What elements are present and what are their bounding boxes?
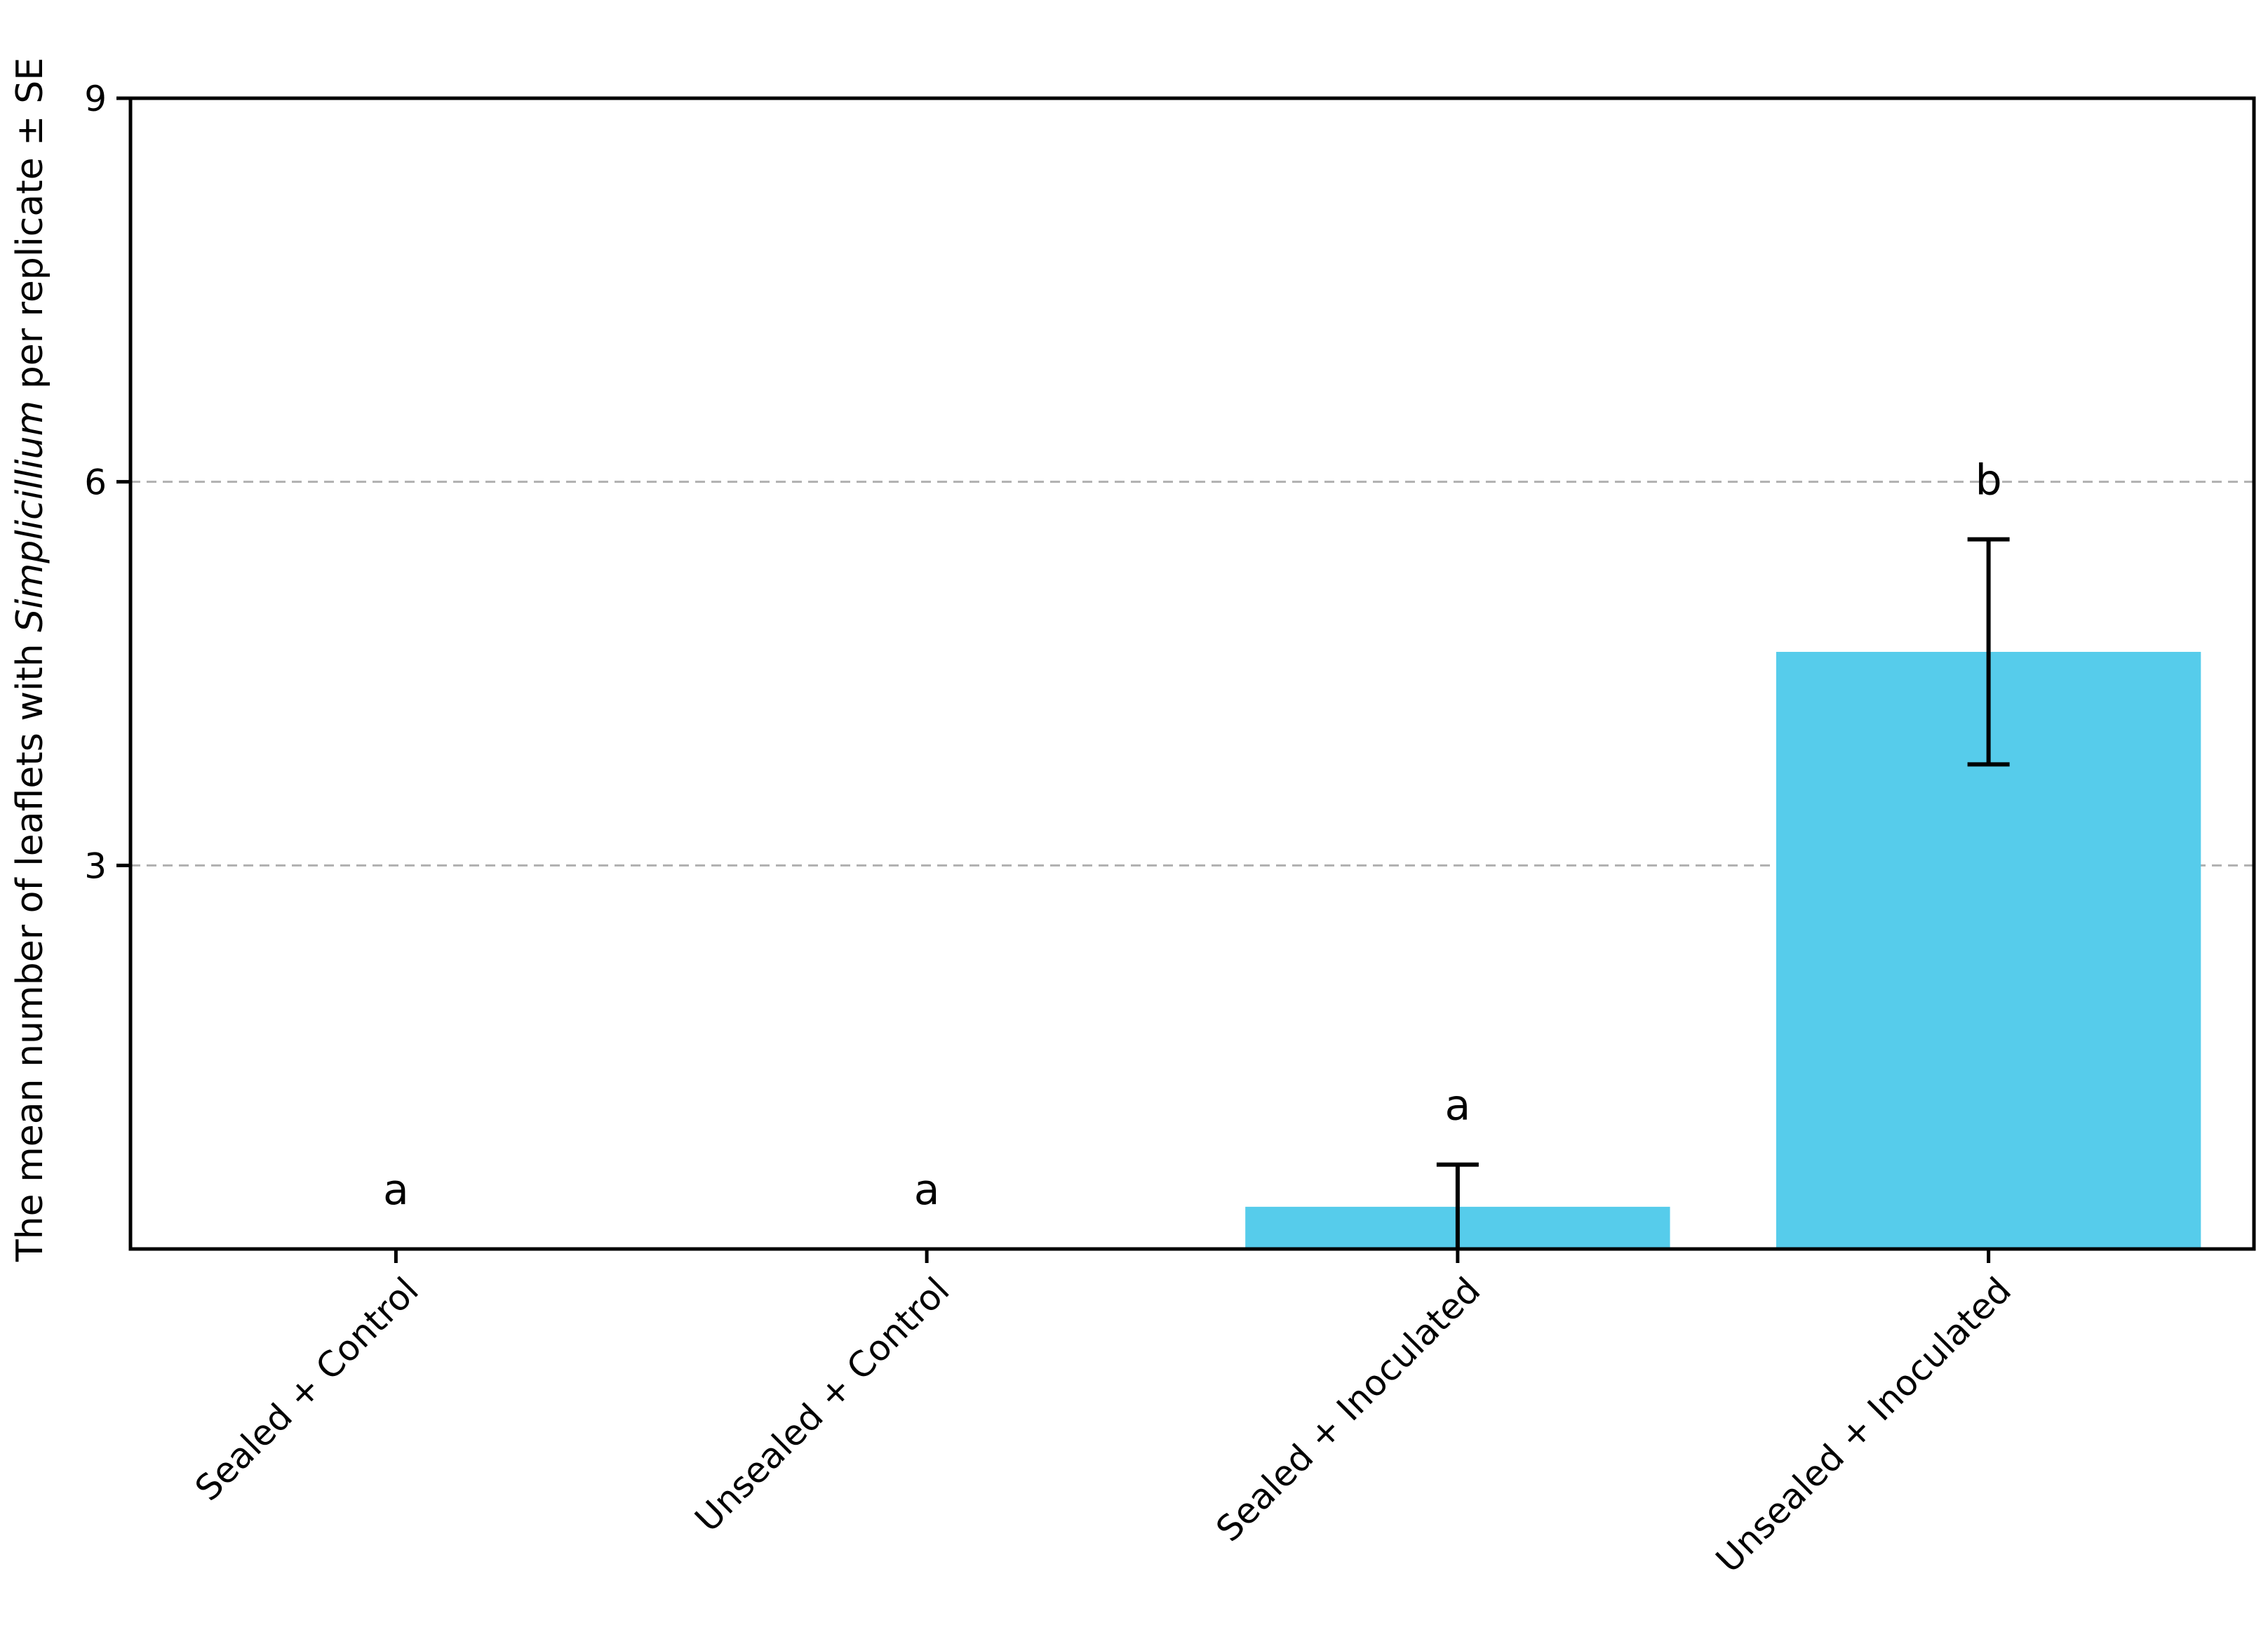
plot-frame — [128, 96, 2256, 1251]
y-tick-label-0: 3 — [84, 846, 107, 886]
significance-letter-0: a — [383, 1165, 409, 1215]
significance-letters: a a a b — [383, 456, 2002, 1215]
significance-letter-1: a — [914, 1165, 940, 1215]
bars — [1245, 652, 2201, 1249]
significance-letter-2: a — [1444, 1081, 1470, 1130]
y-tick-label-1: 6 — [84, 462, 107, 503]
y-tick-label-2: 9 — [84, 79, 107, 119]
significance-letter-3: b — [1975, 456, 2002, 505]
y-axis-label: The mean number of leaflets with Simplic… — [9, 58, 51, 1262]
error-bars — [1436, 537, 2010, 1249]
